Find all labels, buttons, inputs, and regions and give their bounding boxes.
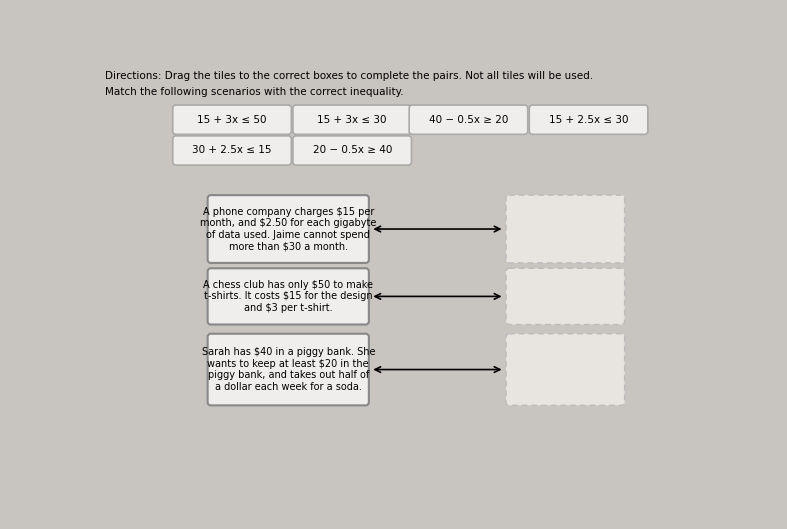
FancyBboxPatch shape	[208, 195, 369, 263]
FancyBboxPatch shape	[173, 105, 291, 134]
FancyBboxPatch shape	[409, 105, 528, 134]
Text: Sarah has $40 in a piggy bank. She
wants to keep at least $20 in the
piggy bank,: Sarah has $40 in a piggy bank. She wants…	[201, 347, 375, 392]
Text: 20 − 0.5x ≥ 40: 20 − 0.5x ≥ 40	[312, 145, 392, 156]
FancyBboxPatch shape	[506, 195, 625, 263]
Text: Directions: Drag the tiles to the correct boxes to complete the pairs. Not all t: Directions: Drag the tiles to the correc…	[105, 71, 593, 81]
Text: 40 − 0.5x ≥ 20: 40 − 0.5x ≥ 20	[429, 115, 508, 125]
FancyBboxPatch shape	[293, 136, 412, 165]
Text: 15 + 2.5x ≤ 30: 15 + 2.5x ≤ 30	[549, 115, 628, 125]
Text: 30 + 2.5x ≤ 15: 30 + 2.5x ≤ 15	[192, 145, 272, 156]
Text: A phone company charges $15 per
month, and $2.50 for each gigabyte
of data used.: A phone company charges $15 per month, a…	[200, 207, 376, 251]
FancyBboxPatch shape	[506, 334, 625, 405]
FancyBboxPatch shape	[173, 136, 291, 165]
FancyBboxPatch shape	[208, 334, 369, 405]
Text: Match the following scenarios with the correct inequality.: Match the following scenarios with the c…	[105, 87, 403, 97]
FancyBboxPatch shape	[293, 105, 412, 134]
Text: 15 + 3x ≤ 50: 15 + 3x ≤ 50	[198, 115, 267, 125]
Text: A chess club has only $50 to make
t-shirts. It costs $15 for the design
and $3 p: A chess club has only $50 to make t-shir…	[203, 280, 373, 313]
FancyBboxPatch shape	[506, 268, 625, 324]
Text: 15 + 3x ≤ 30: 15 + 3x ≤ 30	[317, 115, 387, 125]
FancyBboxPatch shape	[530, 105, 648, 134]
FancyBboxPatch shape	[208, 268, 369, 324]
